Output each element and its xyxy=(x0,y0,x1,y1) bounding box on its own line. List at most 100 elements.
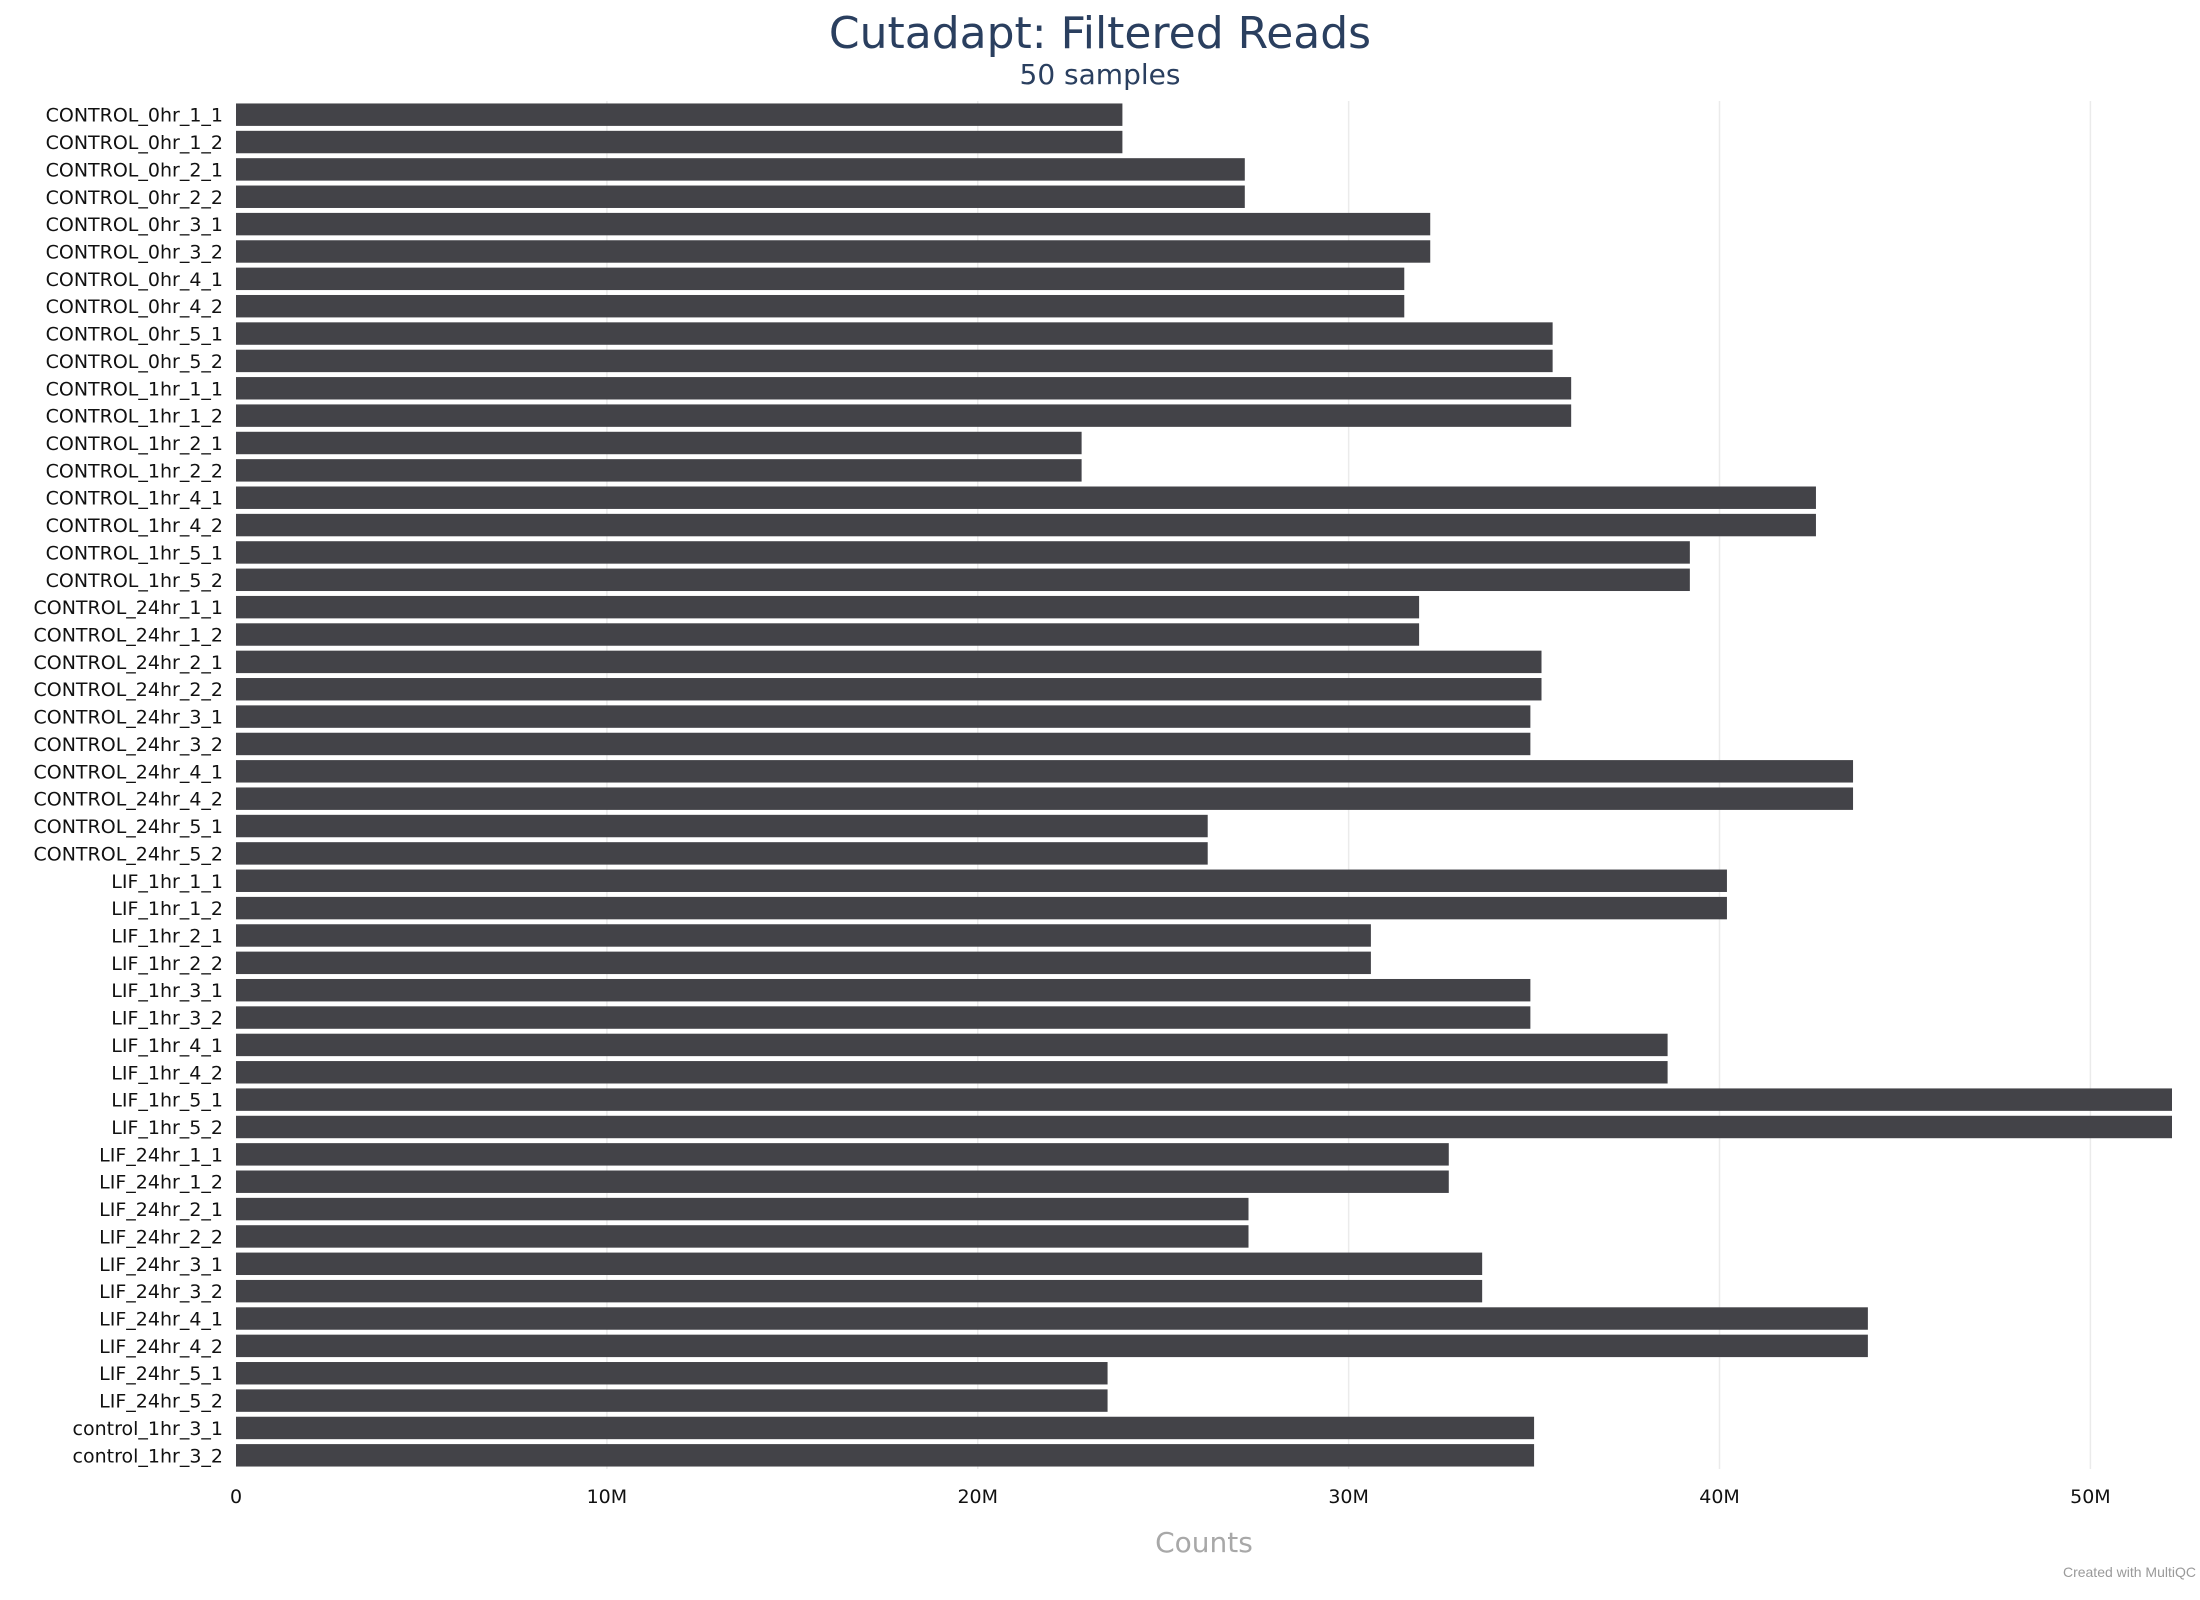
bar[interactable] xyxy=(236,541,1690,564)
x-axis-title: Counts xyxy=(1155,1526,1253,1559)
bar[interactable] xyxy=(236,322,1553,345)
bar[interactable] xyxy=(236,1197,1249,1221)
category-label: CONTROL_24hr_1_2 xyxy=(34,625,224,647)
category-label: CONTROL_24hr_5_2 xyxy=(34,843,224,865)
category-label: CONTROL_1hr_1_1 xyxy=(46,378,223,400)
credit-text: Created with MultiQC xyxy=(2062,1564,2196,1580)
bar[interactable] xyxy=(236,842,1208,865)
category-label: LIF_1hr_2_1 xyxy=(111,925,223,947)
x-tick-label: 40M xyxy=(1699,1486,1740,1508)
chart-subtitle: 50 samples xyxy=(1019,58,1181,91)
bar[interactable] xyxy=(236,869,1727,892)
category-label: LIF_24hr_5_2 xyxy=(99,1391,223,1413)
category-label: CONTROL_1hr_4_2 xyxy=(46,515,223,537)
category-label: CONTROL_24hr_3_1 xyxy=(34,707,224,729)
category-label: LIF_24hr_5_1 xyxy=(99,1363,223,1385)
bar[interactable] xyxy=(236,705,1531,728)
bar[interactable] xyxy=(236,459,1082,482)
bar[interactable] xyxy=(236,787,1854,810)
x-tick-label: 10M xyxy=(587,1486,628,1508)
bar[interactable] xyxy=(236,1143,1449,1166)
bar[interactable] xyxy=(236,1115,2172,1139)
bar[interactable] xyxy=(236,377,1572,400)
bar[interactable] xyxy=(236,212,1431,236)
x-tick-label: 0 xyxy=(230,1486,242,1508)
category-label: LIF_1hr_2_2 xyxy=(111,953,223,975)
bar[interactable] xyxy=(236,1279,1483,1303)
bar[interactable] xyxy=(236,158,1245,181)
bars xyxy=(236,103,2172,1467)
bar[interactable] xyxy=(236,1444,1535,1467)
bar[interactable] xyxy=(236,732,1531,756)
bar[interactable] xyxy=(236,951,1371,975)
category-label: LIF_1hr_4_2 xyxy=(111,1062,223,1084)
category-label: LIF_1hr_4_1 xyxy=(111,1035,223,1057)
bar[interactable] xyxy=(236,1088,2172,1111)
bar[interactable] xyxy=(236,1006,1531,1029)
category-label: CONTROL_0hr_3_2 xyxy=(46,241,223,263)
bar[interactable] xyxy=(236,404,1572,427)
category-label: CONTROL_24hr_3_2 xyxy=(34,734,224,756)
bar[interactable] xyxy=(236,814,1208,838)
x-tick-label: 50M xyxy=(2070,1486,2111,1508)
bar[interactable] xyxy=(236,1416,1535,1440)
bar[interactable] xyxy=(236,1170,1449,1193)
bar[interactable] xyxy=(236,267,1405,291)
bar[interactable] xyxy=(236,595,1420,619)
category-label: CONTROL_24hr_1_1 xyxy=(34,597,224,619)
category-label: LIF_1hr_5_2 xyxy=(111,1117,223,1139)
category-label: LIF_1hr_1_2 xyxy=(111,898,223,920)
bar[interactable] xyxy=(236,568,1690,592)
bar[interactable] xyxy=(236,349,1553,373)
bar[interactable] xyxy=(236,486,1816,509)
bar[interactable] xyxy=(236,924,1371,947)
bar[interactable] xyxy=(236,1061,1668,1084)
category-label: CONTROL_24hr_2_2 xyxy=(34,679,224,701)
category-label: CONTROL_1hr_5_2 xyxy=(46,570,223,592)
bar[interactable] xyxy=(236,294,1405,318)
x-axis-ticks: 0 10M 20M 30M 40M 50M xyxy=(230,1486,2111,1508)
category-label: CONTROL_1hr_2_1 xyxy=(46,433,223,455)
category-label: CONTROL_0hr_2_1 xyxy=(46,159,223,181)
bar[interactable] xyxy=(236,760,1854,783)
category-label: CONTROL_0hr_1_1 xyxy=(46,105,223,127)
bar[interactable] xyxy=(236,1334,1868,1358)
chart-title: Cutadapt: Filtered Reads xyxy=(828,8,1372,59)
category-label: CONTROL_0hr_3_1 xyxy=(46,214,223,236)
category-label: CONTROL_24hr_2_1 xyxy=(34,652,224,674)
category-label: LIF_24hr_4_1 xyxy=(99,1309,223,1331)
category-label: CONTROL_0hr_4_2 xyxy=(46,296,223,318)
bar[interactable] xyxy=(236,1252,1483,1276)
category-label: LIF_24hr_4_2 xyxy=(99,1336,223,1358)
bar[interactable] xyxy=(236,1362,1108,1385)
bar[interactable] xyxy=(236,978,1531,1002)
bar[interactable] xyxy=(236,513,1816,537)
x-tick-label: 20M xyxy=(957,1486,998,1508)
bar[interactable] xyxy=(236,185,1245,208)
category-label: LIF_24hr_3_1 xyxy=(99,1254,223,1276)
category-label: control_1hr_3_1 xyxy=(73,1418,223,1440)
category-labels: CONTROL_0hr_1_1 CONTROL_0hr_1_2 CONTROL_0h… xyxy=(34,105,224,1468)
bar[interactable] xyxy=(236,650,1542,674)
category-label: CONTROL_0hr_5_1 xyxy=(46,324,223,346)
bar[interactable] xyxy=(236,678,1542,701)
category-label: CONTROL_1hr_2_2 xyxy=(46,460,223,482)
category-label: CONTROL_1hr_4_1 xyxy=(46,488,223,510)
category-label: CONTROL_0hr_1_2 xyxy=(46,132,223,154)
bar[interactable] xyxy=(236,1307,1868,1330)
bar[interactable] xyxy=(236,431,1082,455)
category-label: CONTROL_1hr_1_2 xyxy=(46,406,223,428)
bar[interactable] xyxy=(236,240,1431,263)
bar[interactable] xyxy=(236,896,1727,920)
category-label: CONTROL_24hr_4_1 xyxy=(34,761,224,783)
bar[interactable] xyxy=(236,1389,1108,1412)
bar[interactable] xyxy=(236,623,1420,646)
bar[interactable] xyxy=(236,130,1123,154)
bar[interactable] xyxy=(236,1225,1249,1248)
category-label: CONTROL_1hr_5_1 xyxy=(46,542,223,564)
category-label: CONTROL_0hr_5_2 xyxy=(46,351,223,373)
bar[interactable] xyxy=(236,103,1123,126)
bar[interactable] xyxy=(236,1033,1668,1057)
category-label: CONTROL_0hr_4_1 xyxy=(46,269,223,291)
